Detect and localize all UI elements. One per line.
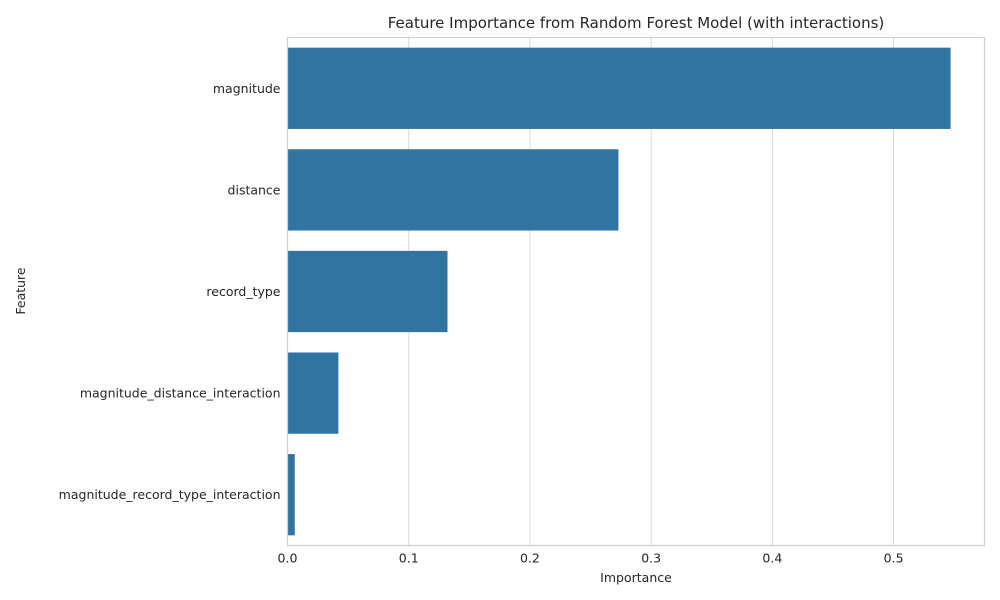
bar-magnitude-distance-interaction	[287, 352, 339, 434]
x-axis-label: Importance	[600, 570, 672, 585]
y-tick-label: magnitude	[213, 81, 281, 96]
bars	[287, 47, 951, 536]
y-tick-label: record_type	[206, 284, 280, 299]
x-tick-label: 0.5	[884, 551, 904, 566]
x-tick-label: 0.2	[520, 551, 540, 566]
bar-magnitude-record-type-interaction	[287, 454, 295, 536]
x-tick-label: 0.4	[762, 551, 782, 566]
y-tick-label: magnitude_distance_interaction	[80, 386, 281, 401]
y-axis-label: Feature	[13, 267, 28, 315]
bar-distance	[287, 149, 619, 231]
x-tick-label: 0.0	[278, 551, 298, 566]
x-tick-labels: 0.0 0.1 0.2 0.3 0.4 0.5	[278, 551, 904, 566]
plot-frame	[286, 36, 986, 547]
chart-title: Feature Importance from Random Forest Mo…	[388, 14, 885, 32]
bar-magnitude	[287, 47, 951, 129]
y-tick-label: magnitude_record_type_interaction	[59, 487, 281, 502]
y-tick-labels: magnitude distance record_type magnitude_di…	[59, 81, 281, 502]
x-tick-label: 0.3	[641, 551, 661, 566]
x-tick-label: 0.1	[399, 551, 419, 566]
y-tick-label: distance	[228, 182, 281, 197]
bar-record-type	[287, 250, 448, 333]
